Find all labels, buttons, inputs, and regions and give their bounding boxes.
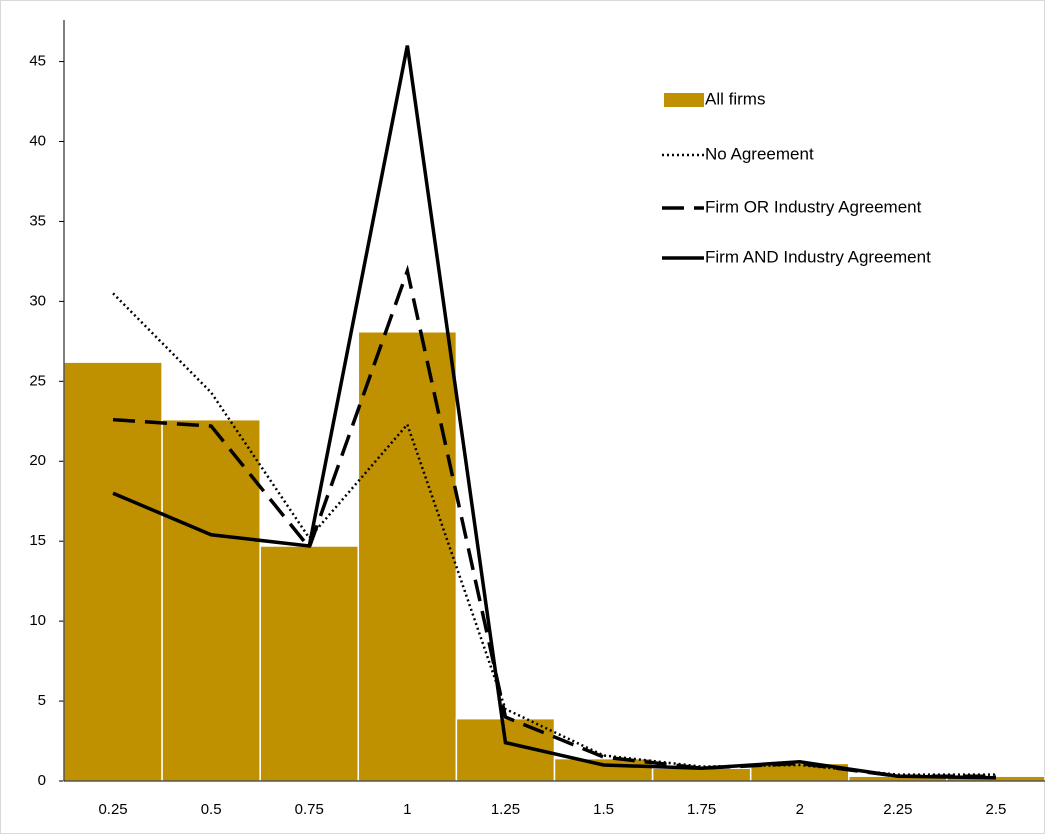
x-tick-label: 0.5 bbox=[201, 801, 222, 818]
y-tick-label: 0 bbox=[38, 772, 46, 789]
bar bbox=[357, 331, 458, 782]
y-tick-label: 40 bbox=[29, 132, 46, 149]
y-tick-label: 25 bbox=[29, 372, 46, 389]
legend-label: Firm OR Industry Agreement bbox=[705, 197, 922, 216]
x-tick-label: 1.25 bbox=[491, 801, 520, 818]
x-tick-label: 2 bbox=[796, 801, 804, 818]
bar bbox=[651, 767, 752, 782]
x-tick-label: 0.75 bbox=[295, 801, 324, 818]
bar bbox=[259, 545, 360, 782]
y-tick-label: 15 bbox=[29, 532, 46, 549]
bar bbox=[553, 757, 654, 782]
x-tick-label: 1.75 bbox=[687, 801, 716, 818]
y-tick-label: 35 bbox=[29, 212, 46, 229]
x-tick-label: 0.25 bbox=[98, 801, 127, 818]
y-tick-label: 20 bbox=[29, 452, 46, 469]
x-tick-label: 1 bbox=[403, 801, 411, 818]
x-tick-label: 1.5 bbox=[593, 801, 614, 818]
legend-swatch bbox=[664, 93, 704, 107]
bar bbox=[161, 418, 261, 782]
line bbox=[112, 45, 996, 780]
legend-label: All firms bbox=[705, 89, 765, 108]
x-tick-label: 2.25 bbox=[883, 801, 912, 818]
y-tick-label: 10 bbox=[29, 612, 46, 629]
legend-label: Firm AND Industry Agreement bbox=[705, 247, 931, 266]
y-tick-label: 45 bbox=[29, 53, 46, 70]
y-tick-label: 30 bbox=[29, 292, 46, 309]
bar bbox=[63, 361, 163, 782]
x-tick-label: 2.5 bbox=[986, 801, 1007, 818]
legend-label: No Agreement bbox=[705, 144, 814, 163]
y-tick-label: 5 bbox=[38, 692, 46, 709]
